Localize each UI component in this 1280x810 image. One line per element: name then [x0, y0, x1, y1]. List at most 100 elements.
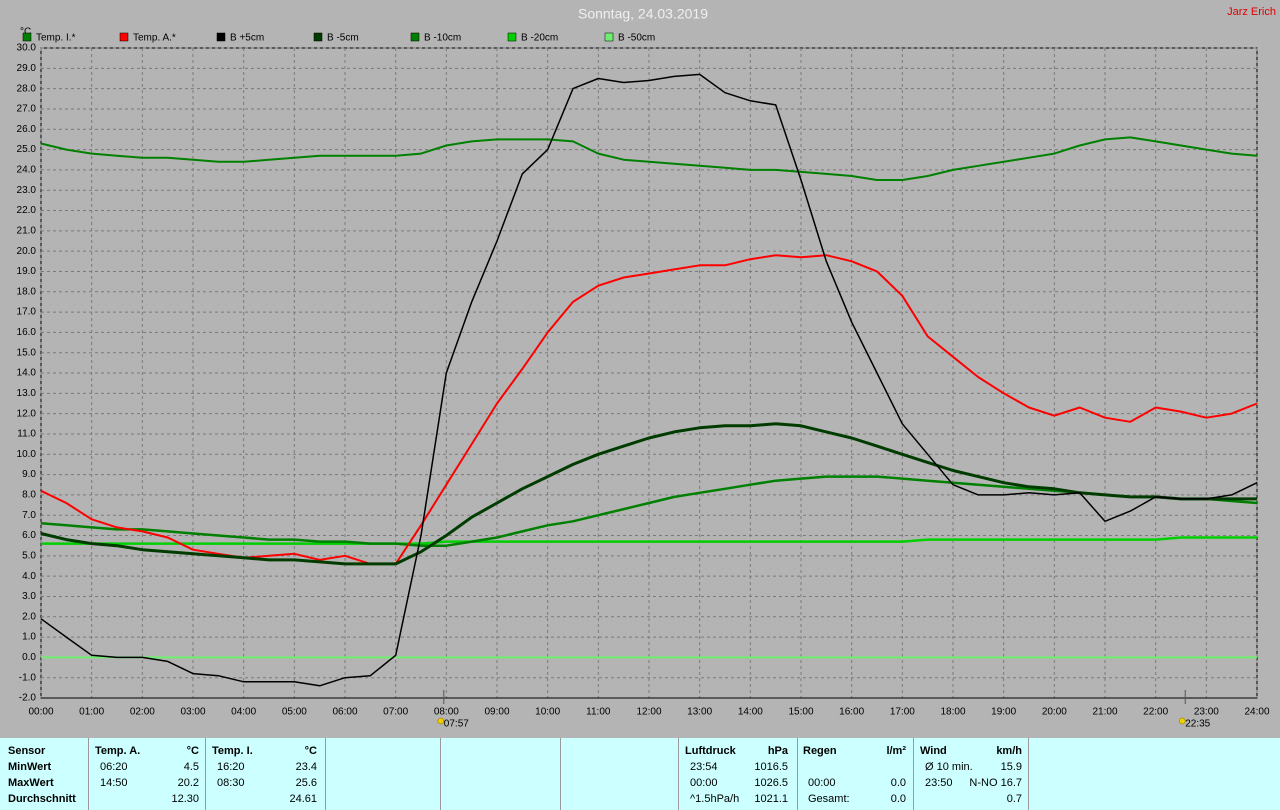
- table-cell: 16:20: [217, 761, 245, 773]
- table-cell: 14:50: [100, 777, 128, 789]
- table-header: hPa: [768, 745, 789, 757]
- x-tick-label: 06:00: [332, 707, 357, 718]
- table-cell: MaxWert: [8, 777, 54, 789]
- legend-label: B -5cm: [327, 33, 359, 44]
- y-tick-label: 9.0: [22, 469, 36, 480]
- y-tick-label: 22.0: [17, 205, 37, 216]
- stats-table: Sensor Temp. A. °C Temp. I. °C Luftdruck hPa Re…: [0, 738, 1280, 810]
- table-cell: 24.61: [289, 793, 317, 805]
- x-tick-label: 02:00: [130, 707, 155, 718]
- legend-swatch: [604, 32, 614, 42]
- chart-title: Sonntag, 24.03.2019: [578, 6, 708, 22]
- table-header: Wind: [920, 745, 947, 757]
- table-cell: 25.6: [296, 777, 317, 789]
- x-tick-label: 17:00: [890, 707, 915, 718]
- y-tick-label: 7.0: [22, 510, 36, 521]
- x-tick-label: 13:00: [687, 707, 712, 718]
- y-tick-label: 18.0: [17, 286, 37, 297]
- y-tick-label: 26.0: [17, 124, 37, 135]
- y-tick-label: 6.0: [22, 530, 36, 541]
- table-cell: Gesamt:: [808, 793, 850, 805]
- table-cell: N-NO 16.7: [969, 777, 1022, 789]
- y-tick-label: 21.0: [17, 225, 37, 236]
- x-tick-label: 19:00: [991, 707, 1016, 718]
- y-tick-label: 28.0: [17, 83, 37, 94]
- x-tick-label: 05:00: [282, 707, 307, 718]
- y-tick-label: 23.0: [17, 185, 37, 196]
- x-tick-label: 00:00: [28, 707, 53, 718]
- table-cell: 15.9: [1001, 761, 1022, 773]
- series-line: [40, 475, 1258, 547]
- x-tick-label: 24:00: [1244, 707, 1269, 718]
- legend-label: B +5cm: [230, 33, 264, 44]
- y-tick-label: 14.0: [17, 368, 37, 379]
- table-cell: Durchschnitt: [8, 793, 76, 805]
- legend-label: B -10cm: [424, 33, 461, 44]
- y-tick-label: 24.0: [17, 165, 37, 176]
- x-tick-label: 18:00: [940, 707, 965, 718]
- table-cell: 23.4: [296, 761, 317, 773]
- author: Jarz Erich: [1227, 6, 1276, 18]
- y-tick-label: 1.0: [22, 632, 36, 643]
- table-cell: 0.0: [891, 777, 906, 789]
- legend-label: B -50cm: [618, 33, 655, 44]
- table-header: °C: [305, 745, 317, 757]
- table-cell: 12.30: [171, 793, 199, 805]
- series-line: [41, 536, 1257, 545]
- table-cell: 0.0: [891, 793, 906, 805]
- legend-swatch: [216, 32, 226, 42]
- table-cell: 20.2: [178, 777, 199, 789]
- chart: Sonntag, 24.03.2019 Jarz Erich °C -2.0 -1…: [17, 6, 1276, 730]
- table-cell: 23:50: [925, 777, 953, 789]
- legend-swatch: [507, 32, 517, 42]
- table-cell: 1021.1: [754, 793, 788, 805]
- table-header: Sensor: [8, 745, 46, 757]
- y-tick-label: 13.0: [17, 388, 37, 399]
- legend-swatch: [313, 32, 323, 42]
- legend-label: B -20cm: [521, 33, 558, 44]
- x-tick-label: 12:00: [636, 707, 661, 718]
- y-tick-label: 27.0: [17, 104, 37, 115]
- table-cell: 00:00: [808, 777, 836, 789]
- table-cell: 06:20: [100, 761, 128, 773]
- sun-icon: [1178, 717, 1186, 725]
- x-tick-label: 14:00: [738, 707, 763, 718]
- x-tick-label: 10:00: [535, 707, 560, 718]
- table-header: Luftdruck: [685, 745, 737, 757]
- table-background: [0, 738, 1280, 810]
- table-cell: 0.7: [1007, 793, 1022, 805]
- x-tick-label: 21:00: [1092, 707, 1117, 718]
- x-tick-label: 22:00: [1143, 707, 1168, 718]
- x-tick-label: 09:00: [484, 707, 509, 718]
- y-axis-label: °C: [20, 27, 31, 38]
- sun-icon: [437, 717, 445, 725]
- y-tick-label: 3.0: [22, 591, 36, 602]
- table-cell: Ø 10 min.: [925, 761, 973, 773]
- y-tick-label: 20.0: [17, 246, 37, 257]
- table-cell: ^1.5hPa/h: [690, 793, 739, 805]
- y-tick-label: 16.0: [17, 327, 37, 338]
- y-tick-label: 11.0: [17, 429, 36, 440]
- y-tick-label: 5.0: [22, 550, 36, 561]
- legend-swatch: [22, 32, 32, 42]
- table-cell: 1016.5: [754, 761, 788, 773]
- x-tick-label: 20:00: [1042, 707, 1067, 718]
- table-cell: MinWert: [8, 761, 52, 773]
- series-line: [40, 73, 1258, 687]
- x-tick-label: 15:00: [788, 707, 813, 718]
- table-cell: 4.5: [184, 761, 199, 773]
- y-tick-label: 0.0: [22, 652, 36, 663]
- y-tick-label: 2.0: [22, 611, 36, 622]
- x-tick-label: 08:00: [434, 707, 459, 718]
- y-tick-label: -1.0: [19, 672, 37, 683]
- x-tick-label: 23:00: [1194, 707, 1219, 718]
- y-tick-label: 15.0: [17, 347, 37, 358]
- y-tick-label: 19.0: [17, 266, 37, 277]
- x-tick-label: 03:00: [180, 707, 205, 718]
- series-line: [40, 422, 1257, 566]
- legend-label: Temp. A.*: [133, 33, 176, 44]
- y-tick-label: 10.0: [17, 449, 37, 460]
- y-tick-label: 17.0: [17, 307, 37, 318]
- y-tick-label: -2.0: [19, 693, 37, 704]
